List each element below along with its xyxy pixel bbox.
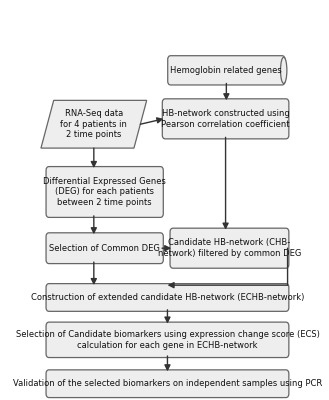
FancyBboxPatch shape: [46, 322, 289, 358]
Text: Hemoglobin related genes: Hemoglobin related genes: [170, 66, 282, 75]
Text: Construction of extended candidate HB-network (ECHB-network): Construction of extended candidate HB-ne…: [31, 293, 304, 302]
FancyBboxPatch shape: [46, 284, 289, 311]
FancyBboxPatch shape: [162, 99, 289, 139]
FancyBboxPatch shape: [168, 56, 285, 85]
Text: Differential Expressed Genes
(DEG) for each patients
between 2 time points: Differential Expressed Genes (DEG) for e…: [43, 177, 166, 207]
Text: HB-network constructed using
Pearson correlation coefficient: HB-network constructed using Pearson cor…: [161, 109, 290, 128]
Polygon shape: [41, 100, 147, 148]
Text: Candidate HB-network (CHB-
network) filtered by common DEG: Candidate HB-network (CHB- network) filt…: [158, 238, 301, 258]
FancyBboxPatch shape: [46, 233, 163, 264]
Text: RNA-Seq data
for 4 patients in
2 time points: RNA-Seq data for 4 patients in 2 time po…: [61, 109, 127, 139]
Text: Validation of the selected biomarkers on independent samples using PCR: Validation of the selected biomarkers on…: [13, 379, 322, 388]
Ellipse shape: [281, 57, 287, 84]
FancyBboxPatch shape: [170, 228, 289, 268]
Text: Selection of Common DEG: Selection of Common DEG: [49, 244, 160, 253]
Text: Selection of Candidate biomarkers using expression change score (ECS)
calculatio: Selection of Candidate biomarkers using …: [15, 330, 319, 350]
FancyBboxPatch shape: [46, 370, 289, 398]
FancyBboxPatch shape: [46, 166, 163, 218]
